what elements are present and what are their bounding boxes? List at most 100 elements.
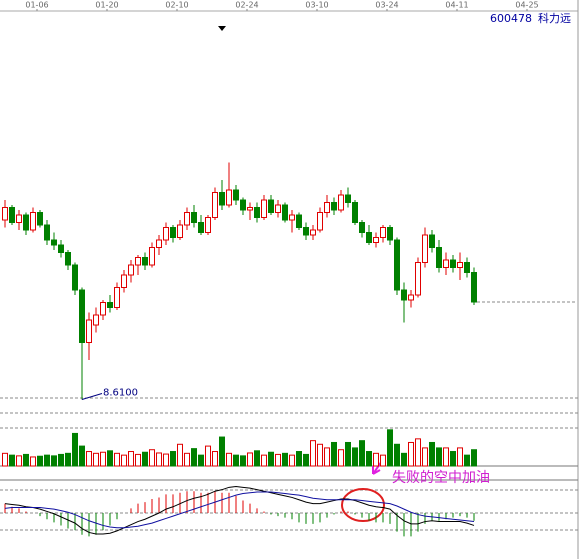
volume-bar	[443, 447, 449, 467]
volume-bar	[65, 452, 71, 467]
macd-dea	[4, 491, 475, 529]
volume-bar	[114, 452, 120, 467]
candle-body	[219, 192, 225, 206]
volume-bar	[58, 453, 64, 467]
candle-body	[324, 202, 330, 213]
candle-body	[163, 227, 169, 241]
candle-body	[9, 207, 15, 223]
volume-bar	[2, 452, 8, 467]
volume-bar	[156, 452, 162, 467]
volume-bar	[450, 451, 456, 467]
candle-body	[464, 262, 470, 273]
volume-bar	[44, 454, 50, 467]
volume-bar	[212, 451, 218, 467]
volume-bar	[394, 443, 400, 467]
candle-body	[338, 194, 344, 211]
volume-bar	[23, 453, 29, 467]
candle-body	[471, 272, 477, 303]
candle-body	[352, 202, 358, 223]
volume-bar	[275, 453, 281, 467]
candle-body	[233, 189, 239, 201]
volume-bar	[303, 453, 309, 467]
volume-bar	[233, 454, 239, 467]
candle-body	[261, 199, 267, 218]
volume-bar	[366, 451, 372, 467]
annotation: 失败的空中加油	[392, 470, 490, 486]
candle-body	[205, 217, 211, 233]
volume-bar	[436, 447, 442, 467]
candle-body	[58, 244, 64, 253]
candle-body	[177, 224, 183, 238]
candle-body	[128, 264, 134, 276]
candle-body	[443, 259, 449, 268]
candle-body	[100, 302, 106, 316]
candle-body	[191, 212, 197, 223]
candle-body	[93, 314, 99, 326]
candle-body	[44, 224, 50, 241]
candle-body	[317, 212, 323, 231]
volume-bar	[352, 447, 358, 467]
cursor-marker	[218, 26, 226, 31]
candle-body	[394, 239, 400, 291]
candle-body	[387, 227, 393, 241]
candle-body	[72, 264, 78, 291]
candle-body	[142, 257, 148, 266]
volume-bar	[149, 449, 155, 467]
volume-bar	[282, 452, 288, 467]
volume-bar	[268, 451, 274, 467]
volume-bar	[471, 449, 477, 467]
volume-bar	[261, 454, 267, 467]
volume-bar	[408, 441, 414, 467]
volume-bar	[170, 451, 176, 467]
candle-body	[415, 262, 421, 296]
candle-body	[16, 214, 22, 223]
stock-code: 600478	[490, 12, 532, 25]
macd-dif	[4, 486, 475, 535]
candle-body	[37, 212, 43, 226]
candle-body	[184, 212, 190, 226]
volume-bar	[191, 448, 197, 467]
volume-bar	[72, 432, 78, 467]
candle-body	[331, 202, 337, 211]
candle-body	[254, 207, 260, 218]
volume-bar	[16, 455, 22, 467]
volume-bar	[422, 447, 428, 467]
volume-bar	[296, 451, 302, 467]
volume-bar	[359, 440, 365, 467]
volume-bar	[415, 438, 421, 467]
candle-body	[51, 239, 57, 246]
volume-bar	[9, 454, 15, 467]
candle-body	[156, 239, 162, 248]
volume-bar	[177, 443, 183, 467]
volume-bar	[457, 447, 463, 467]
candle-body	[359, 222, 365, 233]
volume-bar	[254, 450, 260, 467]
x-tick-label: 03-24	[375, 1, 398, 10]
candle-body	[366, 232, 372, 243]
volume-bar	[37, 455, 43, 467]
candle-body	[408, 294, 414, 301]
volume-bar	[345, 441, 351, 467]
candle-body	[135, 257, 141, 266]
volume-bar	[464, 454, 470, 467]
candle-body	[282, 204, 288, 221]
candle-body	[296, 214, 302, 228]
volume-bar	[247, 452, 253, 467]
volume-bar	[226, 452, 232, 467]
volume-bar	[30, 456, 36, 467]
volume-bar	[128, 451, 134, 467]
x-tick-label: 02-24	[235, 1, 258, 10]
candle-body	[170, 227, 176, 238]
volume-bar	[289, 454, 295, 467]
highlight-circle	[341, 488, 385, 522]
volume-bar	[205, 445, 211, 467]
low-leader	[81, 393, 103, 400]
candle-body	[310, 229, 316, 236]
volume-bar	[184, 452, 190, 467]
x-tick-label: 04-25	[515, 1, 538, 10]
candle-body	[114, 287, 120, 308]
volume-bar	[219, 436, 225, 467]
x-tick-label: 01-06	[25, 1, 48, 10]
